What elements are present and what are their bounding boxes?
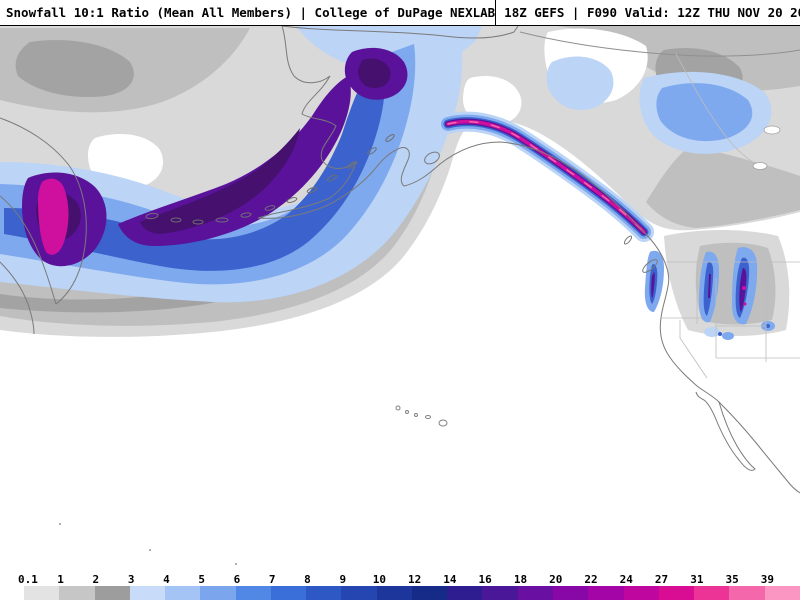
- pacific-islets: [59, 523, 237, 565]
- colorbar-cell: [447, 586, 483, 600]
- colorbar-tick-label: 16: [478, 573, 492, 586]
- colorbar-cell: [376, 586, 412, 600]
- borders-layer: [661, 53, 800, 379]
- colorbar-legend: 0.1 1 2 3 4 5 6 7 8 9 10 12 14 16 18 20 22 24 27 31 35 39: [0, 574, 800, 600]
- colorbar-tick-label: 2: [92, 573, 100, 586]
- product-title: Snowfall 10:1 Ratio (Mean All Members) |…: [6, 5, 496, 20]
- colorbar-tick-label: 10: [372, 573, 386, 586]
- colorbar-tick-label: 22: [584, 573, 598, 586]
- colorbar-tick-label: 0.1: [18, 573, 38, 586]
- colorbar-tick-label: 27: [654, 573, 669, 586]
- coastal-snow-band: [438, 111, 654, 242]
- colorbar-cell: [306, 586, 342, 600]
- colorbar-tick-label: 18: [513, 573, 528, 586]
- colorbar-tick-label: 7: [268, 573, 276, 586]
- colorbar-tick-labels: 0.1 1 2 3 4 5 6 7 8 9 10 12 14 16 18 20 22 24 27 31 35 39: [0, 574, 800, 586]
- colorbar-tick-label: 8: [304, 573, 311, 586]
- hawaii-islands: [395, 405, 448, 427]
- colorbar-cell: [588, 586, 624, 600]
- colorbar-cell: [341, 586, 377, 600]
- colorbar-cell: [623, 586, 659, 600]
- snow-shading-blue-layer: [0, 26, 772, 303]
- colorbar-cell: [517, 586, 553, 600]
- colorbar-cell: [129, 586, 166, 600]
- colorbar-tick-label: 6: [233, 573, 241, 586]
- colorbar-cell: [165, 586, 201, 600]
- colorbar-tick-label: 20: [549, 573, 563, 586]
- colorbar-cell: [200, 586, 236, 600]
- colorbar-tick-label: 39: [760, 573, 774, 586]
- colorbar-tick-label: 24: [619, 573, 633, 586]
- aleutian-islands: [145, 134, 395, 225]
- colorbar: [24, 586, 800, 600]
- colorbar-cell: [694, 586, 730, 600]
- colorbar-tick-label: 14: [443, 573, 457, 586]
- colorbar-tick-label: 12: [408, 573, 422, 586]
- colorbar-cell: [94, 586, 130, 600]
- colorbar-cell: [729, 586, 765, 600]
- colorbar-tick-label: 35: [725, 573, 739, 586]
- colorbar-cell: [24, 586, 60, 600]
- colorbar-tick-label: 1: [57, 573, 64, 586]
- colorbar-cell: [764, 586, 800, 600]
- lakes-layer: [752, 125, 781, 170]
- colorbar-cell: [235, 586, 271, 600]
- colorbar-tick-label: 3: [127, 573, 135, 586]
- map-canvas: [0, 26, 800, 574]
- title-bar: Snowfall 10:1 Ratio (Mean All Members) |…: [0, 0, 800, 26]
- colorbar-cell: [59, 586, 95, 600]
- model-run-info: 18Z GEFS | F090 Valid: 12Z THU NOV 20 20…: [495, 0, 800, 25]
- colorbar-cell: [552, 586, 589, 600]
- colorbar-tick-label: 5: [198, 573, 205, 586]
- colorbar-tick-label: 4: [163, 573, 170, 586]
- western-us-snow: [644, 230, 790, 340]
- colorbar-tick-label: 9: [339, 573, 347, 586]
- colorbar-cell: [411, 586, 448, 600]
- colorbar-cell: [270, 586, 307, 600]
- snowfall-map-svg: [0, 26, 800, 574]
- colorbar-cell: [482, 586, 518, 600]
- colorbar-tick-label: 31: [690, 573, 704, 586]
- colorbar-cell: [658, 586, 695, 600]
- coastlines-layer: [0, 26, 800, 494]
